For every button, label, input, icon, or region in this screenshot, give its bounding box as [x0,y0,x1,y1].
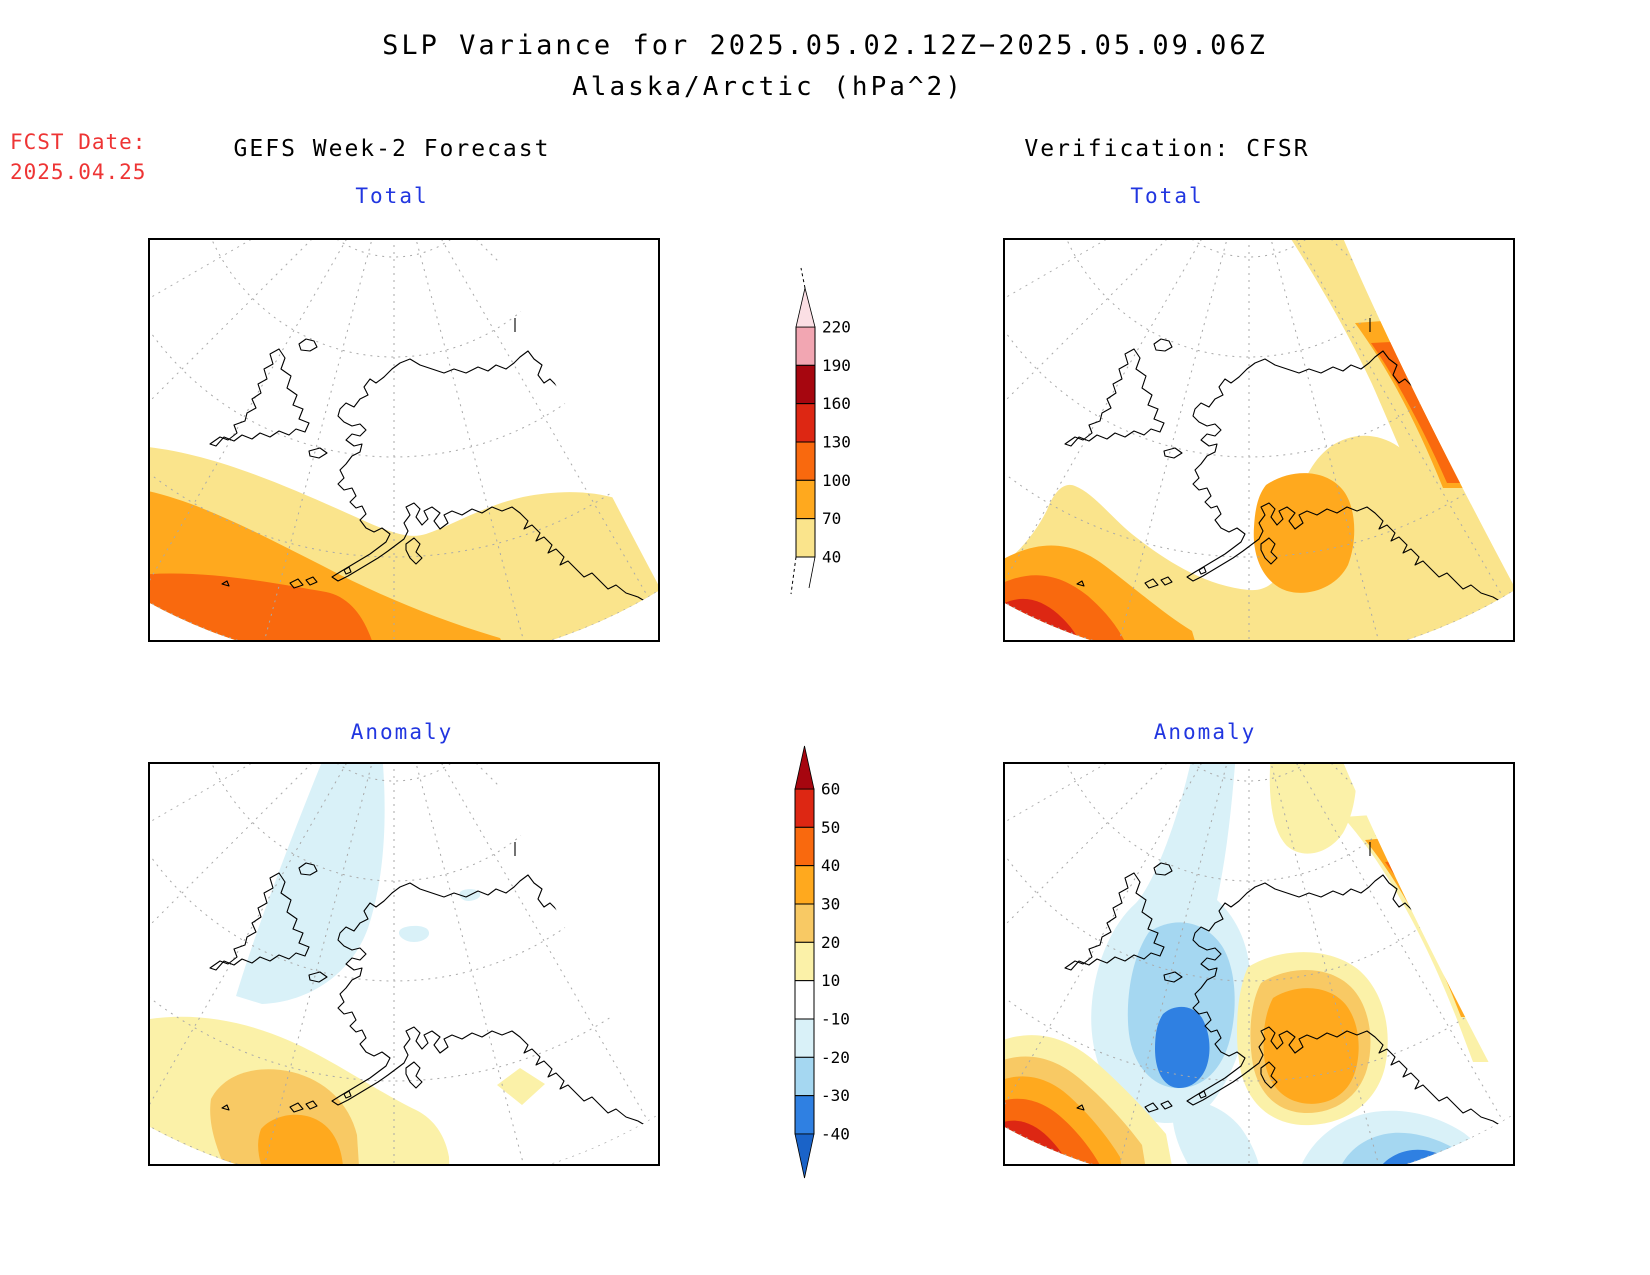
svg-text:130: 130 [822,432,851,451]
fcst-date-value: 2025.04.25 [10,160,147,184]
svg-text:-40: -40 [821,1124,850,1143]
svg-text:40: 40 [822,547,841,566]
figure-title: SLP Variance for 2025.05.02.12Z−2025.05.… [382,30,1268,61]
row-label-total-left: Total [355,184,429,208]
svg-text:50: 50 [821,818,840,837]
svg-text:220: 220 [822,318,851,337]
svg-text:-20: -20 [821,1048,850,1067]
colorbar-total: 220 190 160 130 100 70 40 [780,262,880,607]
row-label-anomaly-right: Anomaly [1153,720,1257,744]
row-label-total-right: Total [1130,184,1204,208]
svg-text:60: 60 [821,780,840,799]
svg-text:30: 30 [821,894,840,913]
svg-text:70: 70 [822,509,841,528]
svg-text:40: 40 [821,856,840,875]
column-header-verification: Verification: CFSR [1024,136,1310,162]
map-panel-verification-anomaly [1003,762,1515,1190]
map-panel-verification-total [1003,238,1515,666]
column-header-forecast: GEFS Week-2 Forecast [233,136,551,162]
svg-text:20: 20 [821,933,840,952]
svg-text:10: 10 [821,971,840,990]
svg-text:-10: -10 [821,1009,850,1028]
fcst-date-label: FCST Date: [10,130,147,154]
colorbar-anomaly: 60 50 40 30 20 10 -10 -20 -30 -40 [780,726,880,1196]
row-label-anomaly-left: Anomaly [350,720,454,744]
svg-text:-30: -30 [821,1086,850,1105]
svg-text:100: 100 [822,471,851,490]
map-panel-forecast-total [148,238,660,666]
map-panel-forecast-anomaly [148,762,660,1190]
figure-subtitle: Alaska/Arctic (hPa^2) [572,72,964,102]
svg-text:160: 160 [822,394,851,413]
svg-text:190: 190 [822,356,851,375]
